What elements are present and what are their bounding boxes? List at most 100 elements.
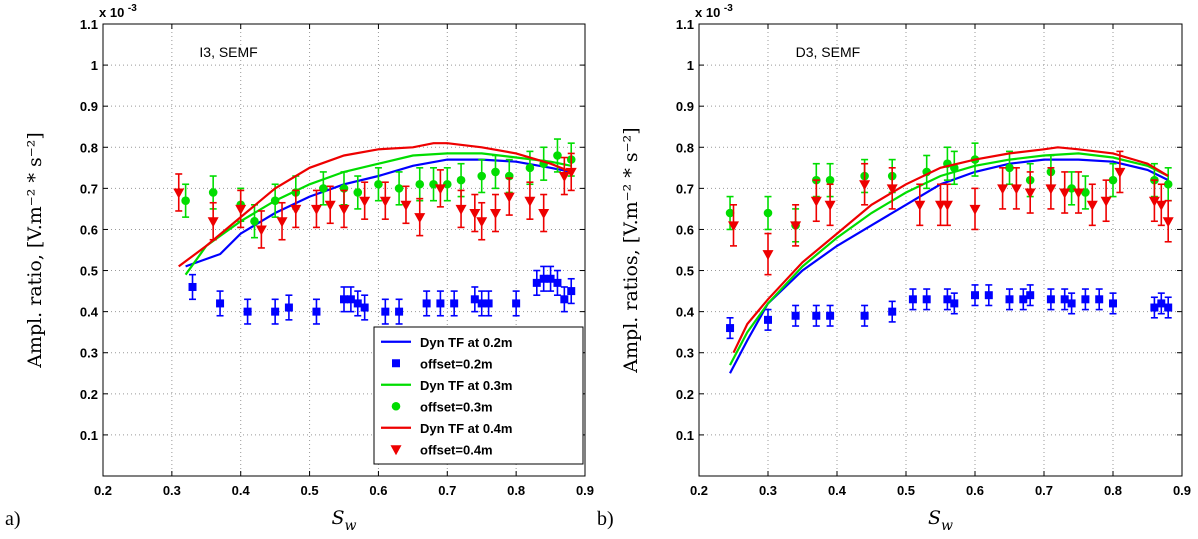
y-tick-label: 0.5 [676, 264, 694, 279]
data-point-square [470, 295, 479, 304]
data-point-circle [525, 163, 535, 173]
data-point-square [353, 299, 362, 308]
data-point-square [450, 299, 459, 308]
data-point-triangle [235, 204, 247, 215]
y-tick-label: 0.2 [676, 387, 694, 402]
x-tick-label: 0.2 [94, 483, 112, 498]
plot-frame [698, 23, 1183, 477]
data-point-triangle [414, 213, 426, 224]
legend-square-swatch [392, 359, 400, 368]
data-point-square [943, 295, 952, 304]
data-point-triangle [1010, 184, 1022, 195]
data-point-square [436, 299, 445, 308]
data-point-triangle [469, 209, 481, 220]
y-tick-label: 0.4 [676, 305, 695, 320]
x-tick-label: 0.9 [1173, 483, 1191, 498]
series-6 [728, 150, 1174, 276]
data-point-triangle [1045, 184, 1057, 195]
data-point-triangle [1100, 196, 1112, 207]
y-tick-label: 1.1 [80, 17, 98, 32]
data-point-circle [1163, 179, 1173, 189]
data-point-square [888, 307, 897, 316]
panel-label: a) [5, 508, 21, 530]
data-point-square [1026, 291, 1035, 300]
data-point-square [546, 274, 555, 283]
y-tick-label: 0.8 [676, 140, 694, 155]
data-point-circle [270, 196, 280, 205]
data-point-circle [208, 188, 218, 197]
data-point-triangle [810, 196, 822, 207]
data-point-square [284, 303, 293, 312]
legend: Dyn TF at 0.2m offset=0.2m Dyn TF at 0.3m o… [373, 326, 584, 465]
data-point-triangle [790, 221, 802, 232]
data-point-triangle [338, 204, 350, 215]
data-point-circle [1108, 175, 1118, 185]
data-point-square [971, 291, 979, 300]
x-tick-label: 0.3 [163, 483, 181, 498]
data-point-triangle [1073, 188, 1084, 199]
y-tick-label: 0.5 [80, 264, 98, 279]
data-point-square [560, 295, 569, 304]
data-point-triangle [1162, 217, 1174, 228]
exponent-power: -3 [128, 3, 137, 14]
x-tick-label: 0.7 [438, 483, 456, 498]
data-point-circle [374, 179, 383, 189]
y-tick-label: 0.7 [676, 181, 694, 196]
data-point-square [726, 324, 735, 333]
x-tick-label: 0.5 [897, 483, 915, 498]
data-point-triangle [1059, 188, 1071, 199]
y-tick-label: 0.9 [80, 99, 98, 114]
exponent-label: x 10 -3 [695, 3, 733, 20]
data-point-square [340, 295, 348, 304]
data-point-circle [1005, 163, 1014, 173]
data-point-square [553, 278, 562, 287]
x-axis-label: Sw [928, 507, 953, 534]
data-point-triangle [1024, 188, 1036, 199]
y-tick-label: 0.4 [80, 305, 99, 320]
data-point-triangle [276, 217, 288, 228]
data-point-triangle [379, 196, 391, 207]
series-5 [178, 142, 572, 268]
x-tick-label: 0.8 [507, 483, 525, 498]
legend-entry: Dyn TF at 0.2m [420, 335, 512, 350]
y-tick-label: 0.3 [80, 346, 98, 361]
data-point-square [1046, 295, 1055, 304]
data-point-square [1164, 303, 1173, 312]
x-tick-label: 0.6 [966, 483, 984, 498]
data-point-triangle [310, 204, 322, 215]
data-point-circle [491, 167, 500, 177]
data-point-circle [394, 184, 404, 193]
data-point-square [826, 311, 835, 320]
panel-label: b) [597, 508, 614, 530]
data-point-circle [442, 179, 452, 189]
data-point-triangle [1155, 200, 1167, 211]
legend-entry: Dyn TF at 0.4m [420, 421, 512, 436]
chart-panel-1: 0.2 0.3 0.4 0.5 0.6 0.7 0.8 0.9 0.1 0.2 0.3 0.4 0.5 0… [5, 3, 594, 534]
data-point-square [532, 278, 541, 287]
y-tick-label: 1.1 [676, 17, 694, 32]
y-tick-label: 0.2 [80, 387, 98, 402]
plot-annotation: D3, SEMF [796, 44, 861, 60]
x-axis-label: Sw [331, 507, 356, 534]
data-point-square [271, 307, 280, 316]
series-line [732, 146, 1169, 354]
data-point-circle [1081, 188, 1090, 197]
y-tick-label: 0.9 [676, 99, 694, 114]
data-point-circle [456, 175, 466, 185]
plot-frame [102, 23, 586, 477]
x-tick-label: 0.2 [690, 483, 708, 498]
data-point-circle [353, 188, 363, 197]
data-point-triangle [359, 196, 371, 207]
data-point-circle [725, 208, 735, 218]
data-point-square [1005, 295, 1014, 304]
series-3 [729, 152, 1169, 366]
y-tick-label: 1 [91, 58, 98, 73]
data-point-square [1019, 295, 1028, 304]
data-point-triangle [538, 209, 550, 220]
legend-circle-swatch [391, 401, 401, 411]
data-point-triangle [558, 172, 570, 183]
legend-triangle-swatch [390, 445, 402, 456]
data-point-square [1109, 299, 1117, 308]
y-tick-label: 0.8 [80, 140, 98, 155]
data-point-triangle [997, 184, 1009, 195]
